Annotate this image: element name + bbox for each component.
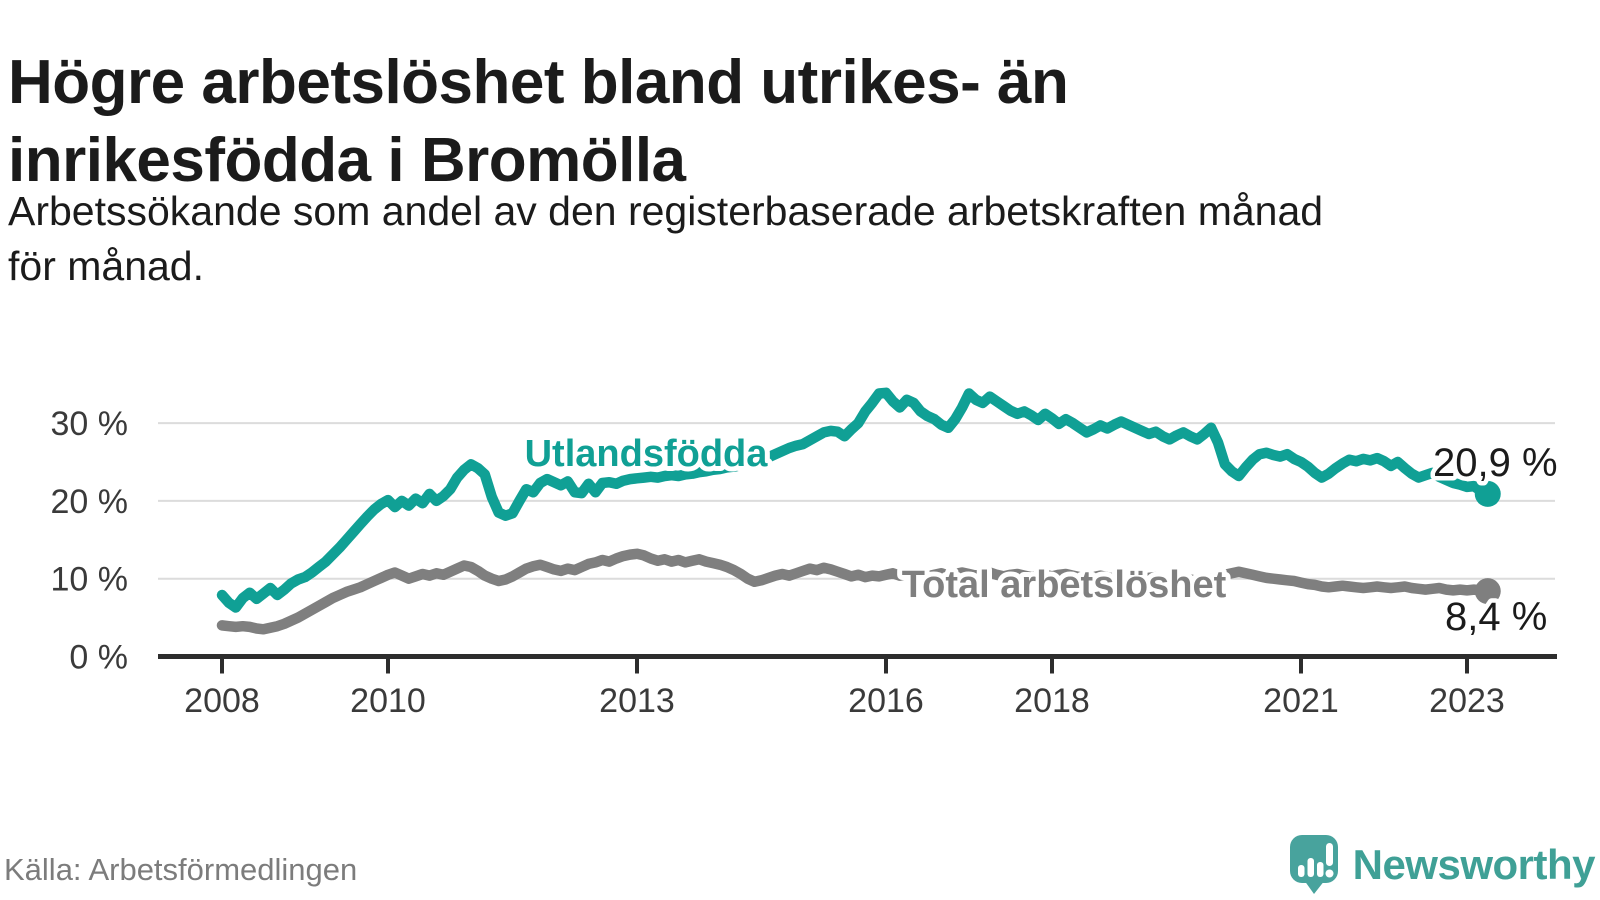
y-tick-label-0: 0 % — [69, 639, 128, 677]
source-note: Källa: Arbetsförmedlingen — [4, 852, 358, 887]
series-label-utlandsf-dda: Utlandsfödda — [525, 433, 769, 475]
x-tick-label-2013: 2013 — [599, 682, 675, 720]
newsworthy-logo: Newsworthy — [1289, 834, 1596, 895]
x-tick-label-2023: 2023 — [1429, 682, 1505, 720]
newsworthy-speech-bubble-icon — [1289, 835, 1338, 894]
end-value-label-total-arbetsl-shet: 8,4 % — [1445, 595, 1547, 639]
x-tick-label-2018: 2018 — [1014, 682, 1090, 720]
x-tick-label-2021: 2021 — [1263, 682, 1339, 720]
page-title: Högre arbetslöshet bland utrikes- än inri… — [8, 44, 1278, 200]
x-tick-label-2008: 2008 — [184, 682, 260, 720]
y-tick-label-20: 20 % — [51, 483, 129, 521]
series-label-total-arbetsl-shet: Total arbetslöshet — [902, 564, 1227, 606]
x-tick-label-2010: 2010 — [350, 682, 426, 720]
subtitle-line-1: Arbetssökande som andel av den registerb… — [8, 188, 1324, 234]
series-end-dot-utlandsf-dda — [1474, 480, 1501, 507]
series-end-dot-total-arbetsl-shet — [1474, 578, 1501, 605]
series-line-utlandsf-dda — [216, 387, 1494, 613]
y-tick-label-10: 10 % — [51, 561, 129, 599]
title-line-1: Högre arbetslöshet bland utrikes- än — [8, 47, 1069, 117]
title-line-2: inrikesfödda i Bromölla — [8, 125, 686, 195]
newsworthy-wordmark: Newsworthy — [1352, 840, 1596, 888]
y-tick-label-30: 30 % — [51, 405, 129, 443]
end-value-label-utlandsf-dda: 20,9 % — [1433, 441, 1558, 485]
x-tick-label-2016: 2016 — [848, 682, 924, 720]
chart-subtitle: Arbetssökande som andel av den registerb… — [8, 184, 1548, 294]
series-line-total-arbetsl-shet — [216, 548, 1494, 635]
subtitle-line-2: för månad. — [8, 243, 204, 289]
